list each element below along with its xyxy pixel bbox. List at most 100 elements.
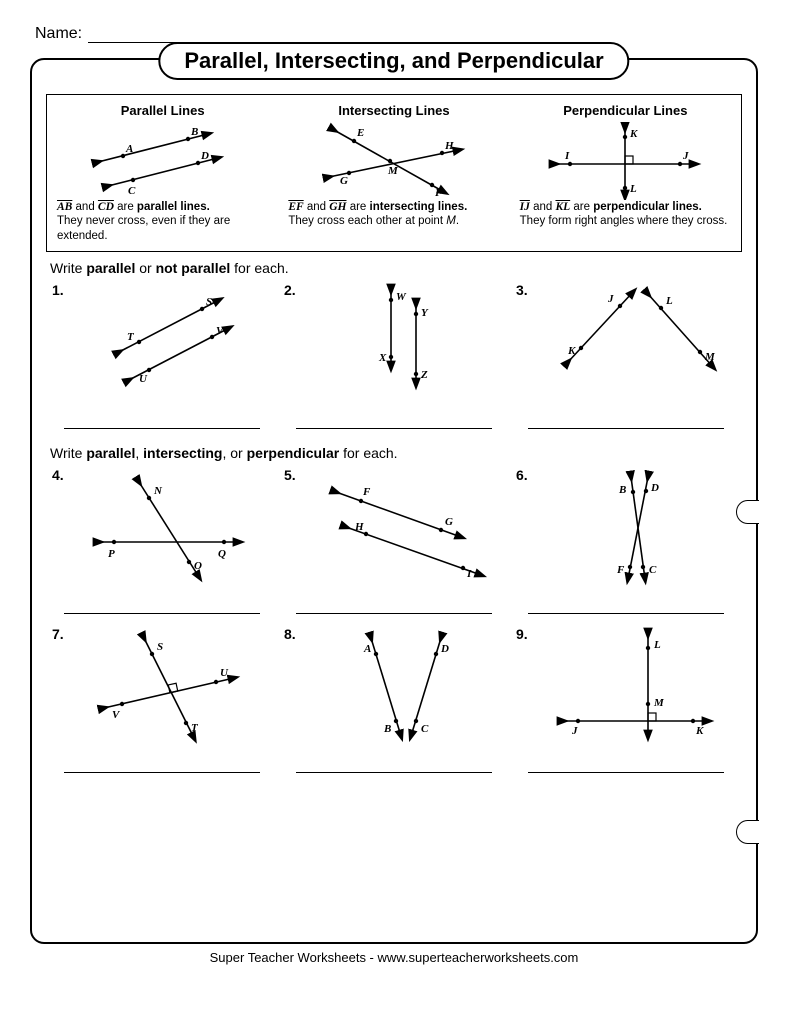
row-3: 7. S T U V 8. A B C — [46, 622, 742, 772]
svg-text:K: K — [629, 128, 638, 140]
answers-row-2 — [46, 613, 742, 622]
example-heading: Parallel Lines — [53, 103, 272, 118]
perpendicular-lines-diagram: I J K L — [535, 122, 715, 200]
binder-tab-icon — [736, 820, 759, 844]
svg-text:J: J — [682, 150, 689, 162]
name-field[interactable]: Name: — [35, 25, 758, 43]
problem-5-diagram: F G H I — [311, 467, 501, 587]
answers-row-1 — [46, 428, 742, 437]
svg-text:C: C — [128, 185, 136, 197]
problem-8-diagram: A B C D — [316, 626, 496, 746]
example-desc: EF and GH are intersecting lines.They cr… — [284, 200, 503, 229]
svg-text:L: L — [629, 183, 637, 195]
example-heading: Intersecting Lines — [284, 103, 503, 118]
svg-text:F: F — [434, 187, 443, 199]
svg-text:A: A — [125, 143, 133, 155]
svg-text:J: J — [571, 725, 578, 737]
intersecting-lines-diagram: E F G H M — [304, 122, 484, 200]
example-heading: Perpendicular Lines — [516, 103, 735, 118]
svg-text:K: K — [695, 725, 704, 737]
svg-text:D: D — [200, 150, 209, 162]
row-1: 1. S T U V 2. W X Y Z — [46, 278, 742, 428]
problem-4-diagram: N O P Q — [84, 467, 264, 587]
svg-text:I: I — [564, 150, 570, 162]
answer-blank-7[interactable] — [64, 772, 260, 773]
problem-number: 7. — [52, 626, 64, 642]
worksheet-frame: Parallel, Intersecting, and Perpendicula… — [30, 58, 758, 944]
problem-7-diagram: S T U V — [84, 626, 264, 746]
svg-text:I: I — [466, 568, 472, 580]
svg-text:V: V — [112, 709, 121, 721]
example-parallel: Parallel Lines A B C D AB and CD are par… — [47, 95, 278, 251]
svg-text:S: S — [206, 296, 212, 308]
problem-8: 8. A B C D — [278, 622, 510, 772]
problem-9-diagram: J K L M — [548, 626, 728, 746]
problem-9: 9. J K L M — [510, 622, 742, 772]
svg-text:B: B — [190, 126, 198, 138]
svg-text:M: M — [704, 351, 716, 363]
svg-text:G: G — [340, 175, 348, 187]
problem-number: 5. — [284, 467, 296, 483]
svg-text:L: L — [665, 295, 673, 307]
example-perpendicular: Perpendicular Lines I J K L IJ and KL ar… — [510, 95, 741, 251]
answer-blank-6[interactable] — [528, 613, 724, 614]
svg-text:C: C — [421, 723, 429, 735]
name-label: Name: — [35, 25, 82, 42]
svg-text:D: D — [650, 482, 659, 494]
page-title: Parallel, Intersecting, and Perpendicula… — [158, 42, 629, 80]
answer-blank-1[interactable] — [64, 428, 260, 429]
instructions-1: Write parallel or not parallel for each. — [50, 260, 742, 276]
svg-text:F: F — [362, 486, 371, 498]
problem-2-diagram: W X Y Z — [321, 282, 491, 392]
problem-number: 3. — [516, 282, 528, 298]
svg-text:Y: Y — [421, 307, 429, 319]
svg-text:S: S — [157, 641, 163, 653]
examples-box: Parallel Lines A B C D AB and CD are par… — [46, 94, 742, 252]
svg-text:H: H — [444, 140, 454, 152]
answer-blank-9[interactable] — [528, 772, 724, 773]
answer-blank-4[interactable] — [64, 613, 260, 614]
answer-blank-8[interactable] — [296, 772, 492, 773]
svg-text:T: T — [127, 331, 135, 343]
svg-text:Z: Z — [420, 369, 428, 381]
svg-text:D: D — [440, 643, 449, 655]
footer: Super Teacher Worksheets - www.superteac… — [30, 950, 758, 965]
problem-1: 1. S T U V — [46, 278, 278, 428]
problem-2: 2. W X Y Z — [278, 278, 510, 428]
svg-text:Q: Q — [218, 548, 226, 560]
problem-5: 5. F G H I — [278, 463, 510, 613]
svg-text:C: C — [649, 564, 657, 576]
svg-text:G: G — [445, 516, 453, 528]
problem-number: 6. — [516, 467, 528, 483]
problem-3-diagram: J K L M — [548, 282, 728, 392]
svg-text:L: L — [653, 639, 661, 651]
svg-text:B: B — [618, 484, 626, 496]
page: Name: Parallel, Intersecting, and Perpen… — [0, 0, 788, 1024]
instructions-2: Write parallel, intersecting, or perpend… — [50, 445, 742, 461]
svg-text:W: W — [396, 291, 407, 303]
svg-text:O: O — [194, 560, 202, 572]
problem-number: 4. — [52, 467, 64, 483]
svg-text:K: K — [567, 345, 576, 357]
svg-text:A: A — [363, 643, 371, 655]
svg-text:B: B — [383, 723, 391, 735]
problem-number: 8. — [284, 626, 296, 642]
answer-blank-3[interactable] — [528, 428, 724, 429]
problem-number: 1. — [52, 282, 64, 298]
svg-text:N: N — [153, 485, 163, 497]
answer-blank-5[interactable] — [296, 613, 492, 614]
problem-1-diagram: S T U V — [89, 282, 259, 392]
svg-text:F: F — [616, 564, 625, 576]
svg-text:T: T — [191, 722, 199, 734]
problem-number: 9. — [516, 626, 528, 642]
svg-text:M: M — [653, 697, 665, 709]
answers-row-3 — [46, 772, 742, 781]
svg-text:J: J — [607, 293, 614, 305]
answer-blank-2[interactable] — [296, 428, 492, 429]
problem-7: 7. S T U V — [46, 622, 278, 772]
parallel-lines-diagram: A B C D — [78, 122, 248, 200]
example-desc: AB and CD are parallel lines.They never … — [53, 200, 272, 243]
example-desc: IJ and KL are perpendicular lines.They f… — [516, 200, 735, 229]
svg-text:X: X — [378, 352, 387, 364]
problem-3: 3. J K L M — [510, 278, 742, 428]
